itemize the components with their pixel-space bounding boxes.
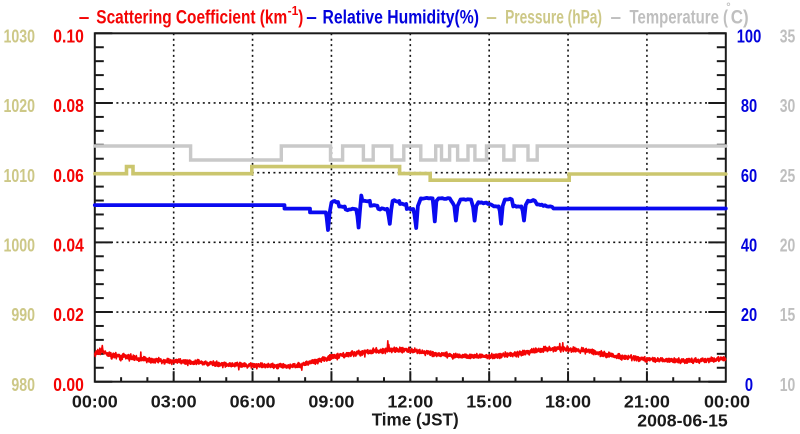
svg-text:60: 60 [741, 166, 757, 186]
svg-text:0.06: 0.06 [53, 166, 84, 186]
svg-text:06:00: 06:00 [230, 391, 276, 411]
svg-text:18:00: 18:00 [545, 391, 591, 411]
svg-text:25: 25 [780, 166, 796, 186]
svg-text:1000: 1000 [4, 236, 36, 256]
svg-text:980: 980 [11, 375, 35, 395]
svg-text:1020: 1020 [4, 96, 36, 116]
svg-text:C): C) [731, 7, 749, 28]
svg-text:2008-06-15: 2008-06-15 [637, 410, 728, 430]
svg-text:0.08: 0.08 [53, 96, 84, 116]
svg-text:12:00: 12:00 [387, 391, 433, 411]
svg-text:-1: -1 [288, 3, 299, 18]
svg-text:Time (JST): Time (JST) [372, 410, 459, 430]
svg-text:21:00: 21:00 [624, 391, 670, 411]
svg-text:0.10: 0.10 [53, 27, 84, 47]
svg-text:0: 0 [745, 375, 753, 395]
svg-text:30: 30 [780, 96, 796, 116]
svg-text:15:00: 15:00 [466, 391, 512, 411]
svg-text:Pressure (hPa): Pressure (hPa) [505, 7, 602, 28]
svg-text:Relative Humidity(%): Relative Humidity(%) [323, 7, 480, 28]
svg-text:–: – [306, 7, 317, 28]
svg-text:1010: 1010 [4, 166, 36, 186]
svg-text:0.04: 0.04 [53, 236, 84, 256]
svg-text:): ) [298, 7, 303, 28]
svg-text:00:00: 00:00 [72, 391, 118, 411]
svg-text:0.00: 0.00 [53, 375, 84, 395]
svg-text:03:00: 03:00 [151, 391, 197, 411]
svg-text:–: – [79, 7, 90, 28]
svg-text:Scattering Coefficient (km: Scattering Coefficient (km [96, 7, 287, 28]
svg-text:20: 20 [741, 305, 757, 325]
svg-text:10: 10 [780, 375, 796, 395]
svg-text:09:00: 09:00 [308, 391, 354, 411]
svg-text:00:00: 00:00 [704, 391, 750, 411]
svg-text:15: 15 [780, 305, 796, 325]
svg-text:35: 35 [780, 27, 796, 47]
svg-text:1030: 1030 [4, 27, 36, 47]
svg-text:–: – [486, 7, 497, 28]
svg-text:990: 990 [11, 305, 35, 325]
svg-text:–: – [611, 7, 622, 28]
svg-text:40: 40 [741, 236, 757, 256]
svg-text:Temperature (: Temperature ( [630, 7, 729, 28]
svg-text:0.02: 0.02 [53, 305, 84, 325]
svg-text:80: 80 [741, 96, 757, 116]
svg-text:20: 20 [780, 236, 796, 256]
svg-text:100: 100 [737, 27, 762, 47]
svg-text:°: ° [726, 2, 730, 14]
